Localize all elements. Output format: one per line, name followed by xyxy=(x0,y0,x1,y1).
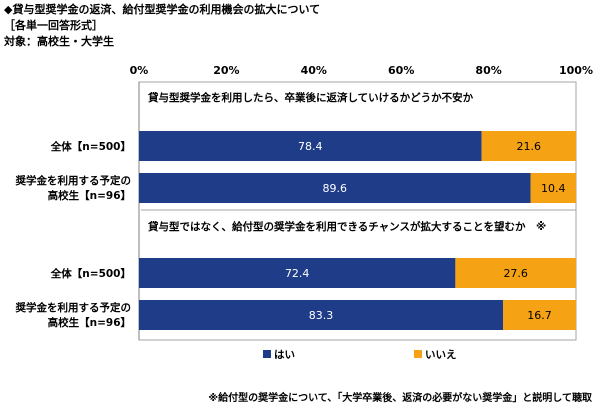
chart-title: ◆貸与型奨学金の返済、給付型奨学金の利用機会の拡大について xyxy=(4,3,321,16)
bar-segment-yes xyxy=(139,258,456,288)
data-label-yes: 89.6 xyxy=(323,182,348,195)
data-label-no: 10.4 xyxy=(541,182,566,195)
bar-segment-no xyxy=(530,173,576,203)
question-label: 貸与型ではなく、給付型の奨学金を利用できるチャンスが拡大することを望むか ※ xyxy=(147,220,546,233)
x-tick-label: 0% xyxy=(130,64,149,77)
x-tick-label: 80% xyxy=(475,64,501,77)
data-label-no: 16.7 xyxy=(527,309,552,322)
category-label: 全体【n=500】 xyxy=(50,267,131,280)
data-label-yes: 72.4 xyxy=(285,267,310,280)
legend-label-yes: はい xyxy=(274,349,295,361)
bar-segment-no xyxy=(455,258,576,288)
question-label: 貸与型奨学金を利用したら、卒業後に返済していけるかどうか不安か xyxy=(147,91,474,104)
category-label: 奨学金を利用する予定の xyxy=(15,174,132,187)
data-label-no: 21.6 xyxy=(517,140,542,153)
question-format: ［各単一回答形式］ xyxy=(4,19,103,32)
bar-segment-yes xyxy=(139,300,504,330)
legend-label-no: いいえ xyxy=(425,349,457,361)
category-label: 高校生【n=96】 xyxy=(48,189,131,202)
bar-segment-no xyxy=(481,131,576,161)
bar-segment-no xyxy=(503,300,576,330)
footnote: ※給付型の奨学金について、「大学卒業後、返済の必要がない奨学金」と説明して聴取 xyxy=(208,393,592,404)
x-tick-label: 100% xyxy=(559,64,593,77)
data-label-yes: 78.4 xyxy=(298,140,323,153)
legend-swatch-no xyxy=(414,350,422,358)
data-label-yes: 83.3 xyxy=(309,309,334,322)
category-label: 奨学金を利用する予定の xyxy=(15,301,132,314)
data-label-no: 27.6 xyxy=(503,267,528,280)
x-tick-label: 40% xyxy=(301,64,327,77)
x-tick-label: 60% xyxy=(388,64,414,77)
survey-target: 対象：高校生・大学生 xyxy=(4,35,114,48)
legend-swatch-yes xyxy=(263,350,271,358)
category-label: 全体【n=500】 xyxy=(50,140,131,153)
bar-segment-yes xyxy=(139,131,482,161)
bar-segment-yes xyxy=(139,173,531,203)
category-label: 高校生【n=96】 xyxy=(48,316,131,329)
x-tick-label: 20% xyxy=(213,64,239,77)
